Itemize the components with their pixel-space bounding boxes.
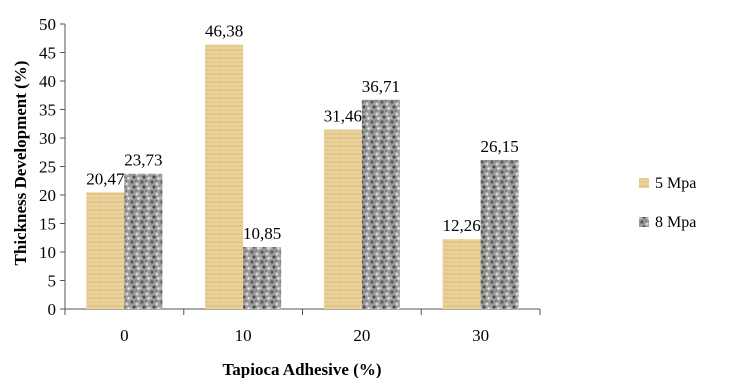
y-tick-label: 30 (39, 129, 56, 148)
bar-8mpa (361, 99, 400, 310)
y-tick-label: 25 (39, 158, 56, 177)
x-tick-label: 20 (353, 326, 370, 345)
data-label: 20,47 (86, 169, 125, 188)
bar-5mpa (86, 192, 125, 309)
y-tick-label: 5 (48, 272, 57, 291)
legend-label: 5 Mpa (655, 175, 696, 192)
y-tick-label: 50 (39, 15, 56, 34)
data-label: 26,15 (481, 137, 519, 156)
data-label: 12,26 (443, 216, 481, 235)
data-label: 10,85 (243, 224, 281, 243)
y-tick-label: 15 (39, 215, 56, 234)
y-tick-label: 40 (39, 72, 56, 91)
y-tick-label: 0 (48, 300, 57, 319)
bar-5mpa (323, 129, 362, 309)
bar-5mpa (205, 44, 244, 309)
axes: 0 5 10 15 20 25 30 35 40 45 50 0 10 20 30 (39, 15, 541, 345)
data-labels: 20,47 46,38 31,46 12,26 23,73 10,85 36,71 26,15 (86, 22, 519, 244)
y-tick-label: 35 (39, 101, 56, 120)
y-tick-label: 20 (39, 186, 56, 205)
legend-swatch (639, 178, 649, 188)
y-axis-title: Thickness Development (%) (11, 61, 30, 266)
bars (86, 44, 519, 310)
legend-swatch (639, 217, 649, 227)
data-label: 36,71 (362, 77, 400, 96)
legend: 5 Mpa 8 Mpa (639, 175, 696, 231)
y-tick-label: 45 (39, 44, 56, 63)
data-label: 31,46 (324, 107, 362, 126)
x-tick-label: 30 (472, 326, 489, 345)
x-tick-label: 10 (235, 326, 252, 345)
data-label: 46,38 (205, 22, 243, 41)
bar-8mpa (243, 247, 282, 309)
y-tick-label: 10 (39, 243, 56, 262)
x-axis-title: Tapioca Adhesive (%) (222, 360, 381, 378)
data-label: 23,73 (124, 151, 162, 170)
bar-5mpa (442, 239, 481, 309)
bar-8mpa (124, 173, 163, 309)
legend-label: 8 Mpa (655, 214, 696, 231)
x-tick-label: 0 (120, 326, 129, 345)
bar-8mpa (480, 159, 519, 309)
